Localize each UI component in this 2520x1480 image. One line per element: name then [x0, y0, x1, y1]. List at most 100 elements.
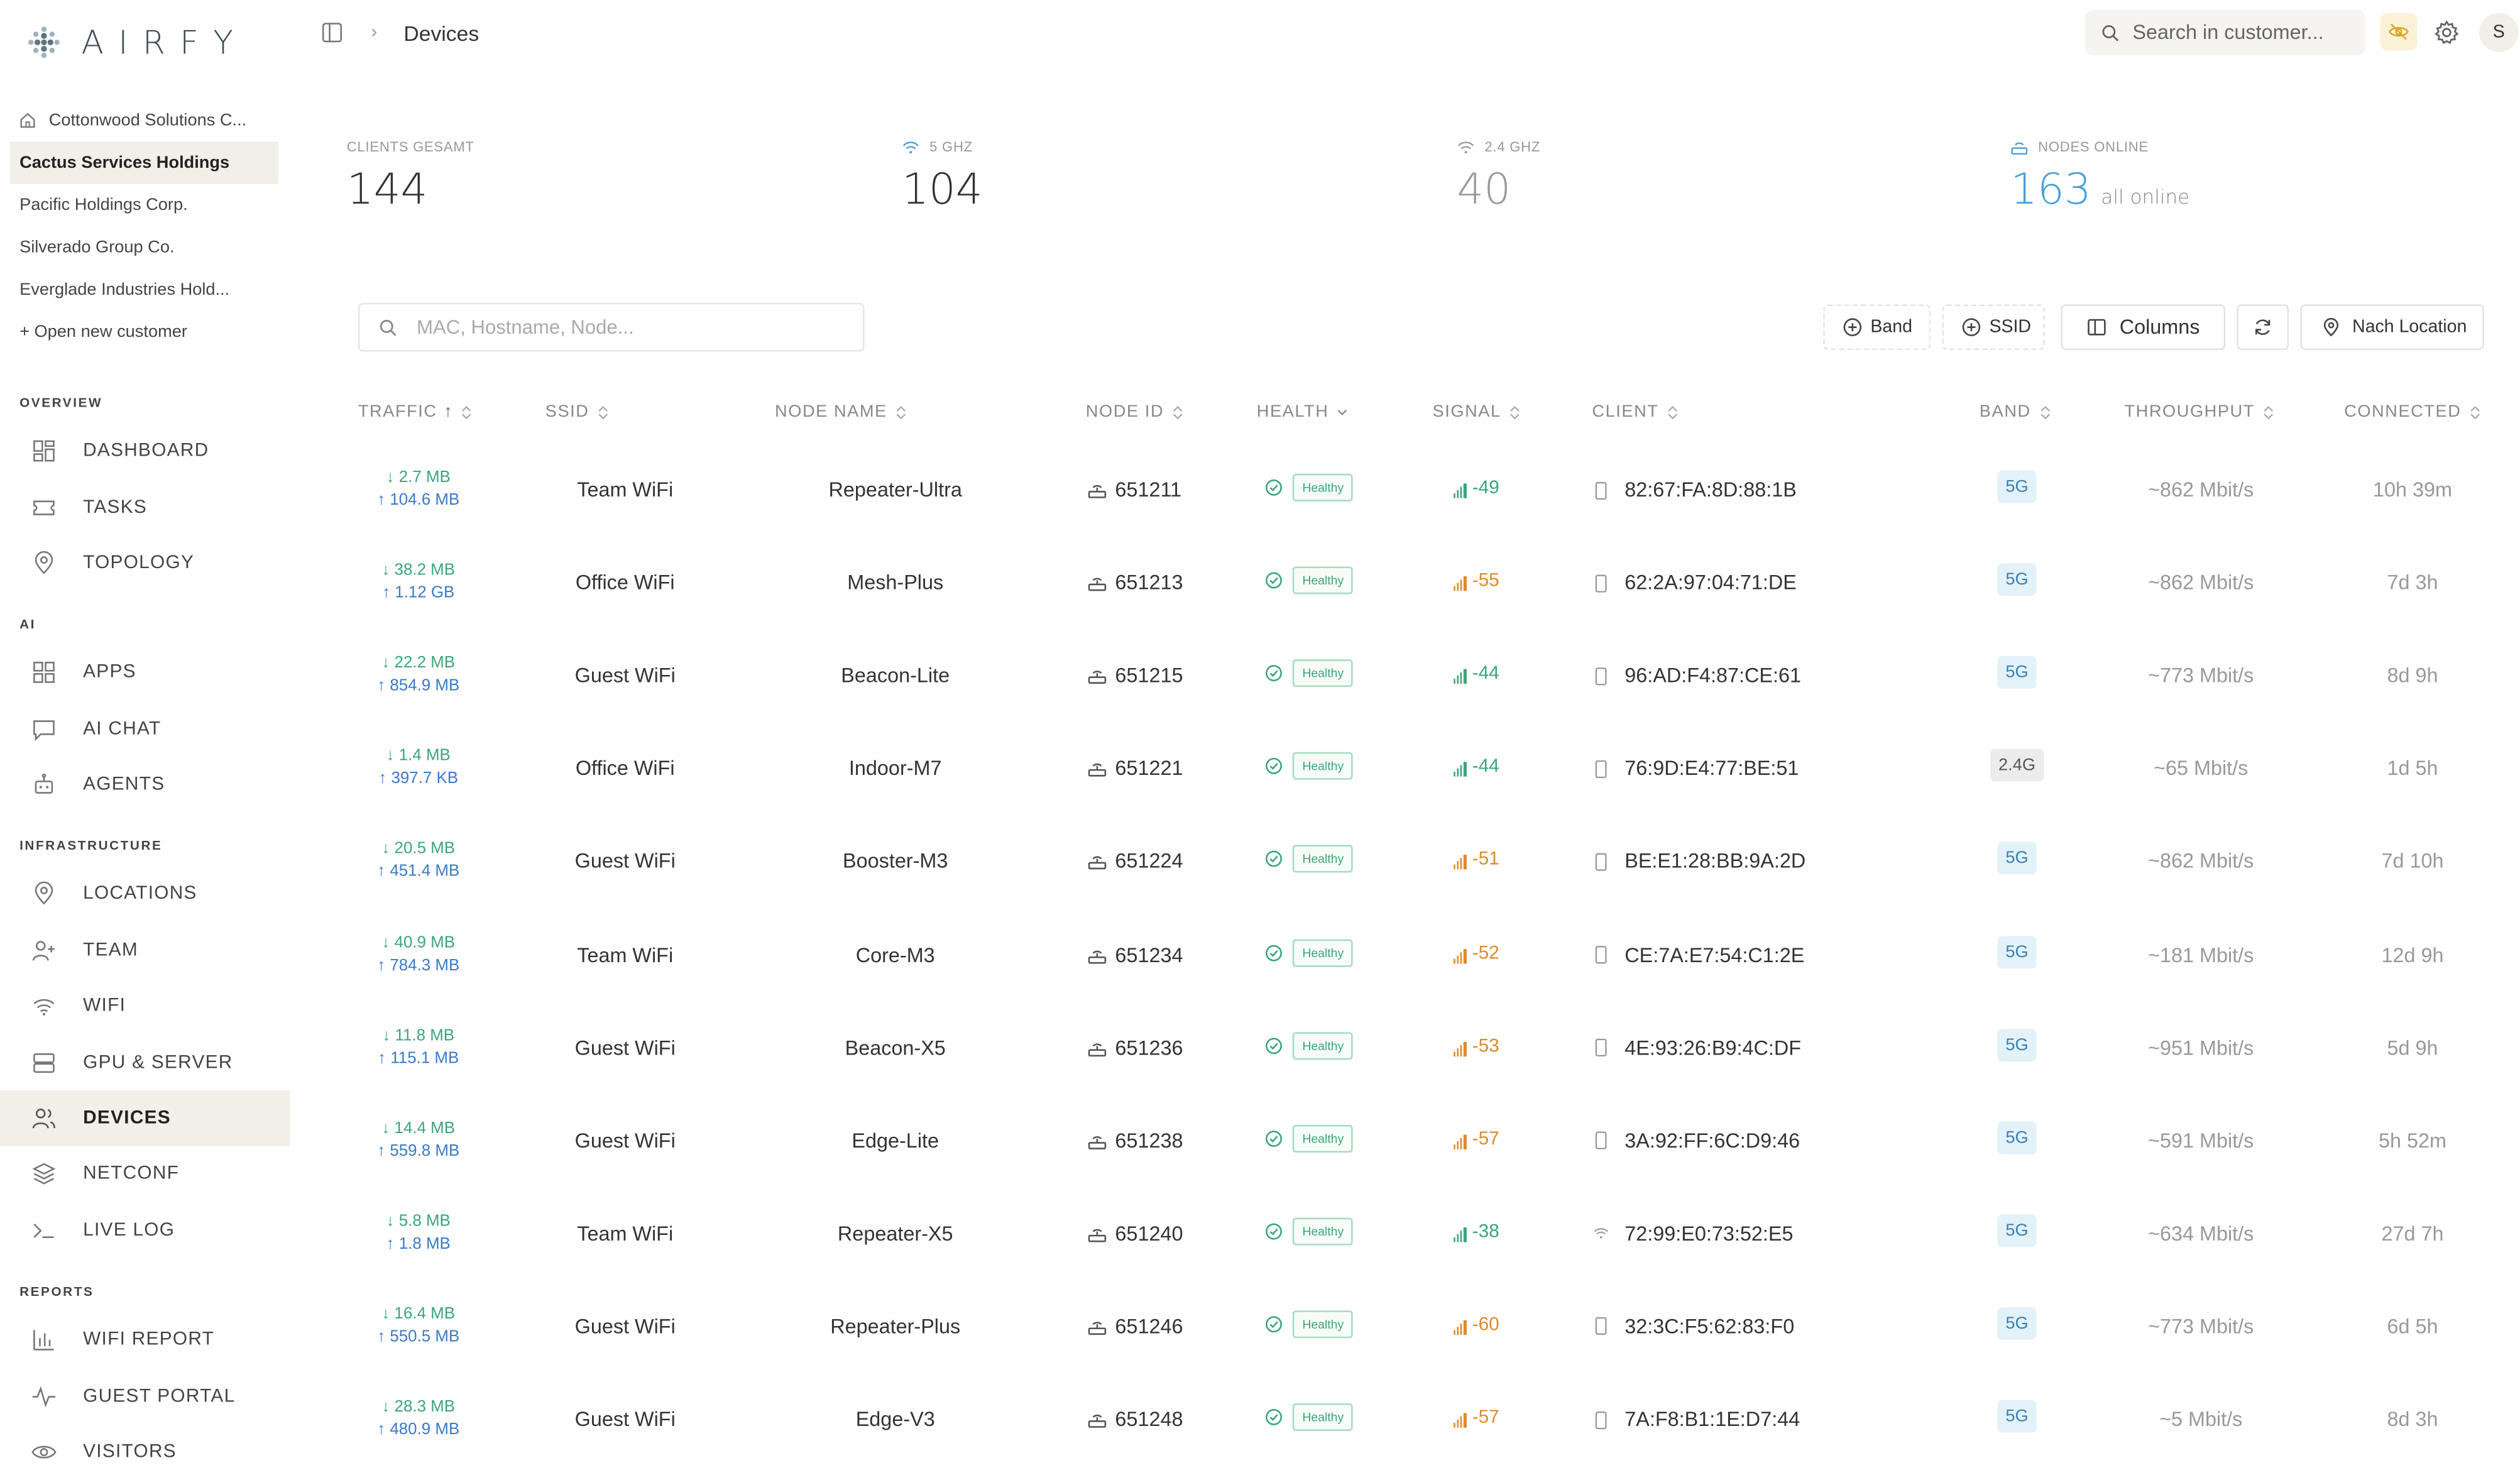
header-node-id[interactable]: NODE ID [1086, 402, 1183, 422]
band-badge: 5G [1997, 842, 2037, 875]
header-label: NODE ID [1085, 402, 1164, 422]
sidebar-item-live-log[interactable]: LIVE LOG [0, 1203, 290, 1258]
signal-value: -44 [1472, 757, 1499, 777]
sidebar-item-wifi-report[interactable]: WIFI REPORT [0, 1312, 290, 1368]
sidebar-item-wifi[interactable]: WIFI [0, 978, 290, 1034]
check-circle-icon [1266, 944, 1282, 961]
check-circle-icon [1266, 1408, 1282, 1425]
customer-item-silverado[interactable]: Silverado Group Co. [10, 226, 278, 268]
client-cell[interactable]: 3A:92:FF:6C:D9:46 [1594, 1129, 1800, 1152]
customer-item-cottonwood[interactable]: Cottonwood Solutions C... [10, 99, 278, 141]
header-ssid[interactable]: SSID [545, 402, 609, 422]
open-new-customer-link[interactable]: + Open new customer [10, 311, 278, 353]
health-badge: Healthy [1292, 1310, 1354, 1339]
health-badge: Healthy [1292, 1124, 1354, 1153]
sidebar-item-devices[interactable]: DEVICES [0, 1090, 290, 1146]
header-throughput[interactable]: THROUGHPUT [2124, 402, 2274, 422]
sidebar-item-guest-portal[interactable]: GUEST PORTAL [0, 1369, 290, 1425]
signal-value: -55 [1472, 571, 1499, 591]
client-cell[interactable]: 4E:93:26:B9:4C:DF [1594, 1036, 1801, 1059]
customer-search[interactable]: Search in customer... [2085, 9, 2365, 56]
stat-value: 163 [2010, 166, 2091, 215]
stat-sub: all online [2101, 185, 2190, 209]
router-icon [1088, 671, 1107, 684]
app-logo[interactable]: AIRFY [26, 21, 248, 63]
throughput-cell: ~181 Mbit/s [2148, 943, 2254, 967]
sidebar-toggle-icon[interactable] [322, 23, 342, 43]
stat-value: 40 [1457, 166, 1511, 215]
refresh-button[interactable] [2237, 304, 2289, 350]
client-cell[interactable]: 62:2A:97:04:71:DE [1594, 571, 1797, 595]
client-cell[interactable]: 76:9D:E4:77:BE:51 [1594, 757, 1799, 781]
node-id-cell: 651215 [1087, 664, 1183, 688]
sidebar-item-visitors[interactable]: VISITORS [0, 1425, 290, 1480]
router-icon [1088, 1136, 1107, 1149]
sidebar-item-ai-chat[interactable]: AI CHAT [0, 701, 290, 757]
header-health[interactable]: HEALTH [1257, 402, 1349, 422]
connected-cell: 10h 39m [2372, 478, 2452, 502]
client-cell[interactable]: 32:3C:F5:62:83:F0 [1594, 1315, 1794, 1338]
client-cell[interactable]: 82:67:FA:8D:88:1B [1594, 479, 1797, 502]
wifi-icon [1594, 1228, 1608, 1239]
client-cell[interactable]: 72:99:E0:73:52:E5 [1594, 1222, 1793, 1245]
search-icon [380, 319, 397, 336]
header-signal[interactable]: SIGNAL [1433, 402, 1521, 422]
customer-item-pacific[interactable]: Pacific Holdings Corp. [10, 184, 278, 226]
client-cell[interactable]: 7A:F8:B1:1E:D7:44 [1594, 1408, 1800, 1431]
device-search-placeholder: MAC, Hostname, Node... [417, 315, 634, 339]
customer-search-placeholder: Search in customer... [2132, 21, 2324, 44]
health-cell: Healthy [1265, 1124, 1354, 1153]
band-badge: 5G [1997, 563, 2037, 596]
signal-cell: -38 [1454, 1222, 1499, 1242]
header-node-name[interactable]: NODE NAME [775, 402, 907, 422]
node-name-cell: Repeater-Plus [830, 1315, 961, 1339]
phone-icon [1595, 946, 1607, 964]
node-name-cell: Mesh-Plus [847, 571, 944, 595]
client-cell[interactable]: CE:7A:E7:54:C1:2E [1594, 943, 1804, 966]
ssid-filter-button[interactable]: SSID [1942, 304, 2045, 350]
sidebar-item-gpu-server[interactable]: GPU & SERVER [0, 1035, 290, 1090]
user-avatar[interactable]: S [2479, 13, 2519, 52]
location-filter-button[interactable]: Nach Location [2300, 304, 2484, 350]
traffic-up: ↑ 104.6 MB [377, 491, 460, 510]
columns-button[interactable]: Columns [2061, 304, 2226, 350]
band-cell: 5G [1997, 563, 2037, 596]
signal-bars-icon [1454, 1320, 1467, 1335]
header-traffic[interactable]: TRAFFIC ↑ [358, 402, 473, 422]
device-search-input[interactable]: MAC, Hostname, Node... [358, 302, 865, 352]
check-circle-icon [1266, 1130, 1282, 1147]
connected-cell: 6d 5h [2387, 1315, 2438, 1339]
traffic-up: ↑ 1.8 MB [386, 1235, 451, 1254]
band-filter-button[interactable]: Band [1823, 304, 1931, 350]
sidebar-item-dashboard[interactable]: DASHBOARD [0, 424, 290, 479]
sidebar-item-locations[interactable]: LOCATIONS [0, 866, 290, 921]
sidebar-item-netconf[interactable]: NETCONF [0, 1146, 290, 1202]
signal-value: -57 [1472, 1129, 1499, 1149]
header-connected[interactable]: CONNECTED [2344, 402, 2480, 422]
sidebar-item-topology[interactable]: TOPOLOGY [0, 535, 290, 591]
sidebar-item-team[interactable]: TEAM [0, 923, 290, 978]
node-id-value: 651236 [1115, 1036, 1183, 1060]
sidebar-item-agents[interactable]: AGENTS [0, 757, 290, 813]
sidebar-item-apps[interactable]: APPS [0, 645, 290, 700]
customer-item-everglade[interactable]: Everglade Industries Hold... [10, 268, 278, 310]
check-circle-icon [1266, 1316, 1282, 1332]
health-badge: Healthy [1292, 659, 1354, 688]
customer-item-cactus[interactable]: Cactus Services Holdings [9, 141, 278, 184]
sidebar-item-label: TASKS [83, 498, 148, 518]
settings-gear-icon[interactable] [2432, 18, 2462, 47]
privacy-toggle-button[interactable] [2380, 13, 2418, 51]
check-circle-icon [1266, 479, 1282, 496]
header-client[interactable]: CLIENT [1592, 402, 1678, 422]
sidebar-item-tasks[interactable]: TASKS [0, 480, 290, 535]
client-cell[interactable]: BE:E1:28:BB:9A:2D [1594, 850, 1805, 873]
traffic-up: ↑ 854.9 MB [377, 677, 460, 696]
node-name-cell: Booster-M3 [843, 850, 948, 874]
client-cell[interactable]: 96:AD:F4:87:CE:61 [1594, 664, 1801, 688]
check-circle-icon [1266, 758, 1282, 775]
dashboard-icon [33, 440, 55, 462]
traffic-cell: ↓ 1.4 MB ↑ 397.7 KB [353, 746, 483, 792]
signal-value: -49 [1472, 478, 1499, 498]
signal-bars-icon [1454, 1413, 1467, 1428]
header-band[interactable]: BAND [1980, 402, 2051, 422]
